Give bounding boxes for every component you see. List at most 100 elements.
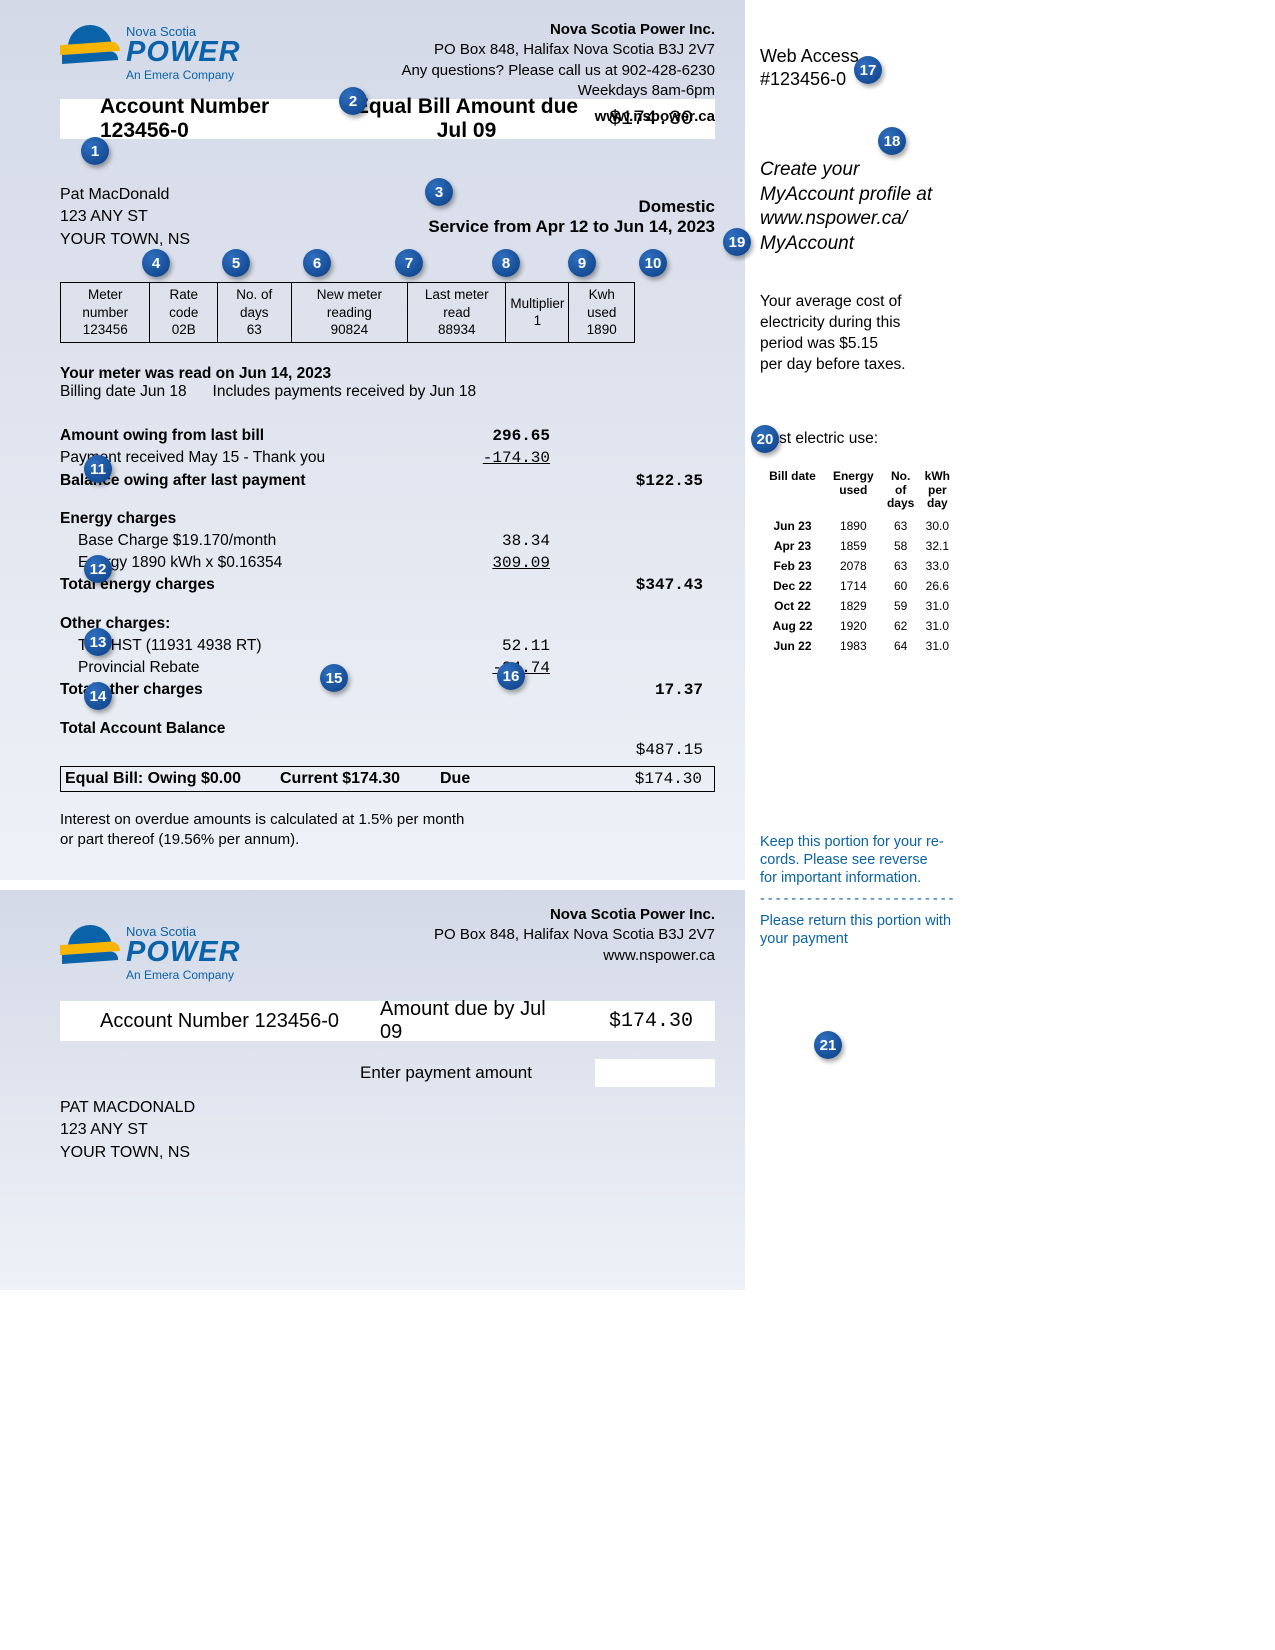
keep-l1: Keep this portion for your re- [760,833,955,851]
usage-row: Feb 2320786333.0 [760,556,955,576]
callout-10: 10 [639,249,667,277]
meter-h3: New meter reading [296,286,404,321]
interest-note: Interest on overdue amounts is calculate… [60,810,715,851]
company-info: Nova Scotia Power Inc. PO Box 848, Halif… [401,20,715,127]
eq-owing: Equal Bill: Owing $0.00 [65,770,280,788]
stub-co-web: www.nspower.ca [434,946,715,966]
logo-mark-icon [60,25,120,70]
other-hdr: Other charges: [60,613,420,635]
equal-bill-bar: Equal Bill: Owing $0.00 Current $174.30 … [60,766,715,792]
callout-21: 21 [814,1031,842,1059]
bl-r3-lbl: Balance owing after last payment [60,470,420,492]
meter-h4: Last meter read [412,286,501,321]
callout-11: 11 [84,455,112,483]
keep-divider: - - - - - - - - - - - - - - - - - - - - … [760,890,955,908]
keep-l4: Please return this portion with [760,912,955,930]
payments-by: Includes payments received by Jun 18 [213,383,477,400]
callout-15: 15 [320,664,348,692]
bl-r2-lbl: Payment received May 15 - Thank you [60,447,420,469]
avg-l4: per day before taxes. [760,355,960,376]
read-line2: Billing date Jun 18 Includes payments re… [60,383,715,401]
callout-14: 14 [84,682,112,710]
bl-r3-rt: $122.35 [550,470,715,492]
meter-v0: 123456 [65,321,145,339]
stub-co-name: Nova Scotia Power Inc. [434,905,715,925]
keep-l3: for important information. [760,869,955,887]
stub-account: Account Number 123456-0 [100,1010,380,1033]
company-hours: Weekdays 8am-6pm [401,81,715,101]
meter-v6: 1890 [573,321,630,339]
payment-amount-box[interactable] [595,1059,715,1087]
keep-l2: cords. Please see reverse [760,851,955,869]
bl-r7-mid: 52.11 [420,635,550,657]
bl-r10-lbl: Total Account Balance [60,718,420,740]
myaccount-promo: Create your MyAccount profile at www.nsp… [760,158,960,257]
meter-h6: Kwh used [573,286,630,321]
stub-address: PAT MACDONALD 123 ANY ST YOUR TOWN, NS [60,1097,715,1164]
keep-note: Keep this portion for your re- cords. Pl… [760,833,955,948]
avg-l1: Your average cost of [760,292,960,313]
callout-16: 16 [497,662,525,690]
callout-18: 18 [878,127,906,155]
meter-v1: 02B [154,321,213,339]
uh2: No.ofdays [882,470,920,516]
callout-8: 8 [492,249,520,277]
company-phone: Any questions? Please call us at 902-428… [401,61,715,81]
stub-city: YOUR TOWN, NS [60,1142,715,1164]
callout-1: 1 [81,137,109,165]
stub-logo-mark-icon [60,925,120,970]
meter-h5: Multiplier [510,295,564,313]
callout-12: 12 [84,555,112,583]
read-info: Your meter was read on Jun 14, 2023 Bill… [60,365,715,401]
meter-table: Meter number123456 Rate code02B No. of d… [60,282,635,343]
meter-h0: Meter number [65,286,145,321]
usage-row: Jun 2219836431.0 [760,636,955,656]
usage-row: Aug 2219206231.0 [760,616,955,636]
stub-street: 123 ANY ST [60,1119,715,1141]
bl-r6-lbl: Total energy charges [60,574,420,596]
bl-r5-mid: 309.09 [420,552,550,574]
company-web: www.nspower.ca [401,107,715,127]
bl-r8-mid: -34.74 [420,657,550,679]
bl-r1-lbl: Amount owing from last bill [60,425,420,447]
meter-h1: Rate code [154,286,213,321]
callout-19: 19 [723,228,751,256]
uh0: Bill date [760,470,825,516]
meter-v3: 90824 [296,321,404,339]
interest-l2: or part thereof (19.56% per annum). [60,830,715,850]
callout-7: 7 [395,249,423,277]
meter-v4: 88934 [412,321,501,339]
eq-due-label: Due [440,770,540,788]
bl-r4-mid: 38.34 [420,530,550,552]
logo-sub: An Emera Company [126,69,241,81]
callout-17: 17 [854,56,882,84]
past-use-label: Past electric use: [760,430,960,448]
interest-l1: Interest on overdue amounts is calculate… [60,810,715,830]
bl-r7-lbl: Tax: HST (11931 4938 RT) [60,635,420,657]
logo-text: Nova Scotia POWER An Emera Company [126,25,241,81]
avg-l2: electricity during this [760,313,960,334]
bl-r9-rt: 17.37 [550,679,715,701]
stub-co-addr: PO Box 848, Halifax Nova Scotia B3J 2V7 [434,925,715,945]
meter-h2: No. of days [222,286,287,321]
avg-cost: Your average cost of electricity during … [760,292,960,376]
stub-due-label: Amount due by Jul 09 [380,998,573,1044]
my-l1: Create your [760,158,960,183]
uh1: Energyused [825,470,882,516]
account-number: Account Number 123456-0 [100,95,350,143]
bl-r8-lbl: Provincial Rebate [60,657,420,679]
callout-2: 2 [339,87,367,115]
usage-table: Bill date Energyused No.ofdays kWhperday… [760,470,955,656]
meter-v5: 1 [510,312,564,330]
enter-payment-row: Enter payment amount [60,1059,715,1087]
my-l3: www.nspower.ca/ [760,207,960,232]
usage-row: Jun 2318906330.0 [760,516,955,536]
my-l2: MyAccount profile at [760,183,960,208]
usage-row: Apr 2318595832.1 [760,536,955,556]
bill-main: Nova Scotia POWER An Emera Company Nova … [0,0,745,880]
keep-l5: your payment [760,930,955,948]
company-name: Nova Scotia Power Inc. [401,20,715,40]
eq-current: Current $174.30 [280,770,440,788]
stub-due-amount: $174.30 [573,1010,693,1033]
usage-row: Oct 2218295931.0 [760,596,955,616]
